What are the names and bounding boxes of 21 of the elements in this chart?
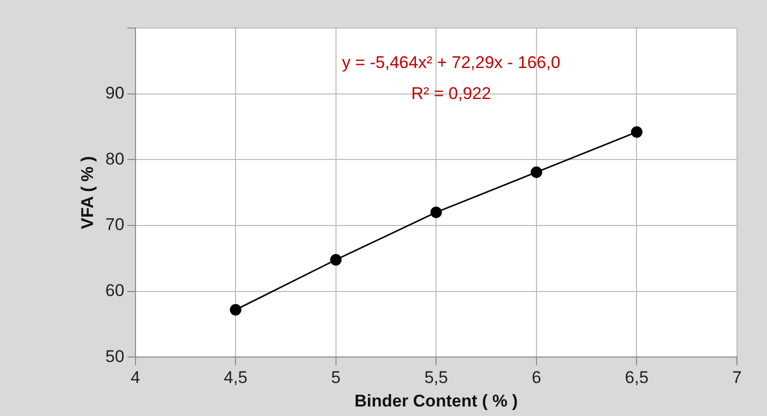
x-tick-label: 4 bbox=[130, 368, 140, 388]
point bbox=[230, 304, 242, 316]
x-tick-label: 7 bbox=[732, 368, 742, 388]
y-axis-title: VFA ( % ) bbox=[78, 156, 97, 230]
y-tick-label: 60 bbox=[105, 281, 124, 300]
point bbox=[430, 206, 442, 218]
annotation: y = -5,464x² + 72,29x - 166,0 bbox=[342, 53, 560, 72]
point bbox=[630, 126, 642, 138]
x-tick-label: 5,5 bbox=[424, 368, 448, 388]
point bbox=[330, 254, 342, 266]
x-tick-label: 6 bbox=[532, 368, 542, 388]
x-tick-label: 5 bbox=[331, 368, 341, 388]
annotation: R² = 0,922 bbox=[411, 84, 492, 103]
x-tick-label: 6,5 bbox=[624, 368, 649, 388]
y-tick-label: 80 bbox=[105, 149, 124, 168]
point bbox=[530, 166, 542, 178]
y-tick-label: 70 bbox=[105, 215, 124, 234]
x-tick-label: 4,5 bbox=[224, 368, 248, 388]
y-tick-label: 90 bbox=[105, 84, 124, 103]
y-tick-label: 50 bbox=[105, 346, 124, 366]
x-axis-title: Binder Content ( % ) bbox=[354, 391, 518, 410]
